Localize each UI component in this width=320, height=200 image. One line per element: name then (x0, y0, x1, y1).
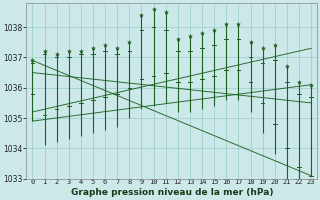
X-axis label: Graphe pression niveau de la mer (hPa): Graphe pression niveau de la mer (hPa) (70, 188, 273, 197)
